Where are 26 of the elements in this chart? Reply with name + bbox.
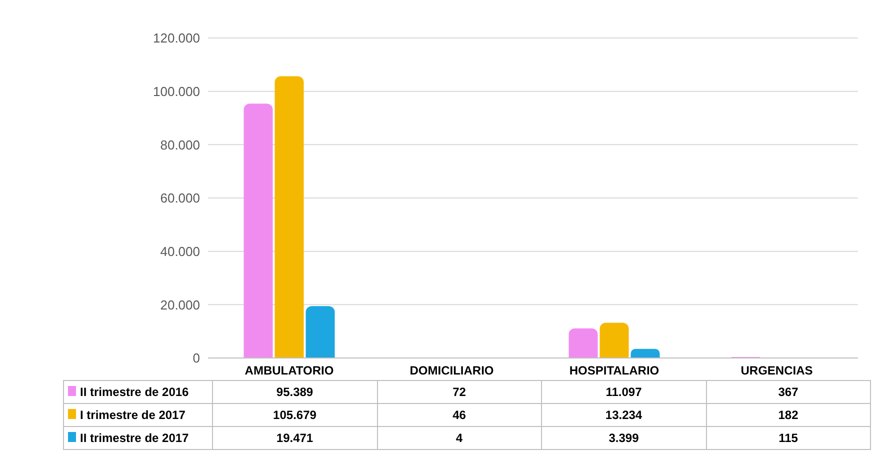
data-label: 46 xyxy=(377,404,542,426)
y-tick-label: 20.000 xyxy=(160,297,200,312)
legend-label: I trimestre de 2017 xyxy=(64,404,212,426)
data-label: 182 xyxy=(706,404,870,426)
y-tick-label: 120.000 xyxy=(153,30,200,46)
data-label: 13.234 xyxy=(542,404,706,426)
y-tick-label: 40.000 xyxy=(160,244,200,259)
data-label: 4 xyxy=(377,426,542,450)
data-label: 11.097 xyxy=(542,380,706,404)
y-tick-label: 80.000 xyxy=(160,137,200,152)
x-tick-label: URGENCIAS xyxy=(740,364,813,378)
data-label: 95.389 xyxy=(212,380,377,404)
legend-label: II trimestre de 2016 xyxy=(64,380,212,404)
y-tick-label: 0 xyxy=(192,350,200,366)
data-label: 3.399 xyxy=(542,426,706,450)
legend-label: II trimestre de 2017 xyxy=(64,426,212,450)
data-label: 367 xyxy=(706,380,870,404)
data-label: 72 xyxy=(377,380,542,404)
data-label: 19.471 xyxy=(212,426,377,450)
data-label: 105.679 xyxy=(212,404,377,426)
x-tick-label: DOMICILIARIO xyxy=(410,364,494,378)
y-tick-label: 100.000 xyxy=(153,84,200,99)
x-tick-label: AMBULATORIO xyxy=(244,364,334,378)
x-tick-label: HOSPITALARIO xyxy=(569,364,660,378)
y-tick-label: 60.000 xyxy=(160,190,200,206)
data-label: 115 xyxy=(706,426,870,450)
